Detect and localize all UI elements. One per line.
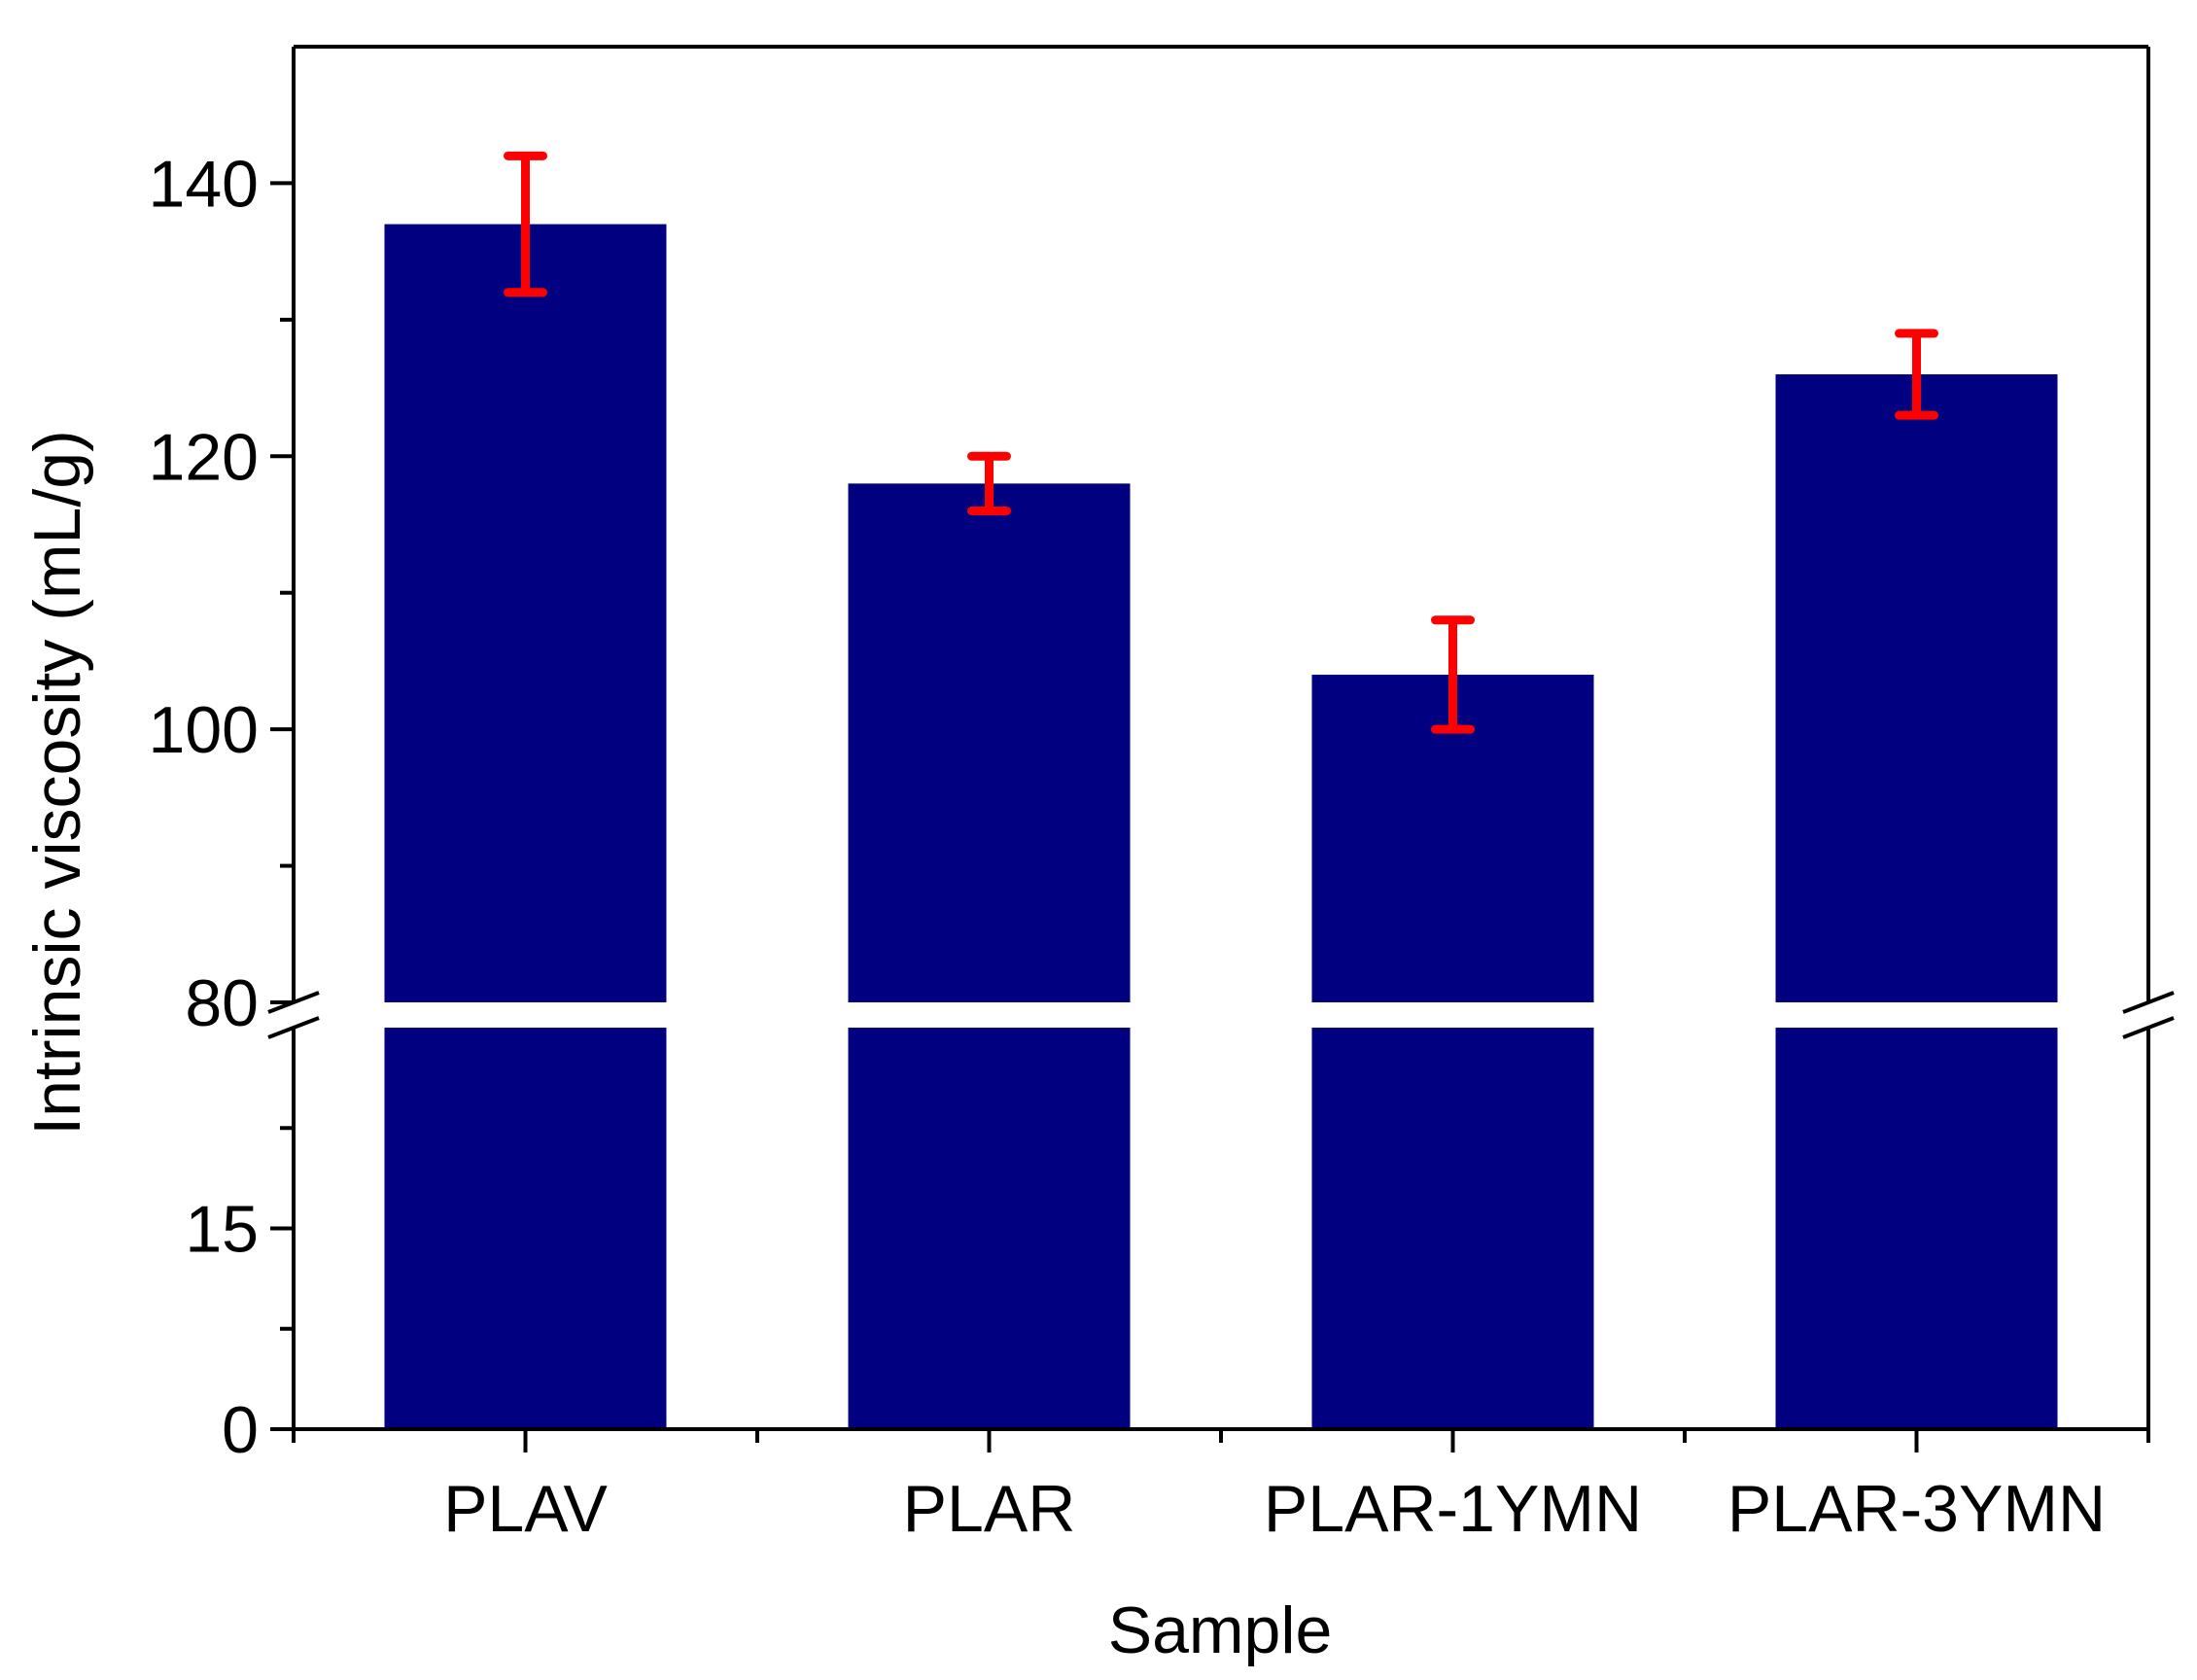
x-axis-title: Sample bbox=[1108, 1593, 1333, 1667]
bar-upper bbox=[384, 224, 667, 1003]
bar-lower bbox=[1311, 1028, 1594, 1429]
x-tick-label: PLAR bbox=[903, 1472, 1076, 1546]
y-tick-label: 15 bbox=[185, 1193, 259, 1267]
axis-break-mark bbox=[267, 1016, 320, 1039]
bar-lower bbox=[1775, 1028, 2058, 1429]
bars-layer bbox=[384, 224, 2058, 1429]
bar-lower bbox=[384, 1028, 667, 1429]
error-bars-layer bbox=[504, 151, 1938, 734]
y-tick-label: 100 bbox=[149, 693, 259, 767]
bar-upper bbox=[848, 483, 1131, 1002]
bar-upper bbox=[1775, 374, 2058, 1002]
y-axis-title: Intrinsic viscosity (mL/g) bbox=[20, 430, 94, 1135]
x-tick-label: PLAR-3YMN bbox=[1727, 1472, 2106, 1546]
labels-layer: PLAV PLAR PLAR-1YMN PLAR-3YMN 80 100 120 140 0 15 bbox=[149, 147, 2107, 1546]
y-tick-label: 0 bbox=[222, 1393, 259, 1467]
x-tick-label: PLAV bbox=[443, 1472, 608, 1546]
y-tick-label: 140 bbox=[149, 147, 259, 221]
y-tick-label: 80 bbox=[185, 966, 259, 1040]
axis-break-mark bbox=[2122, 1016, 2175, 1039]
y-tick-label: 120 bbox=[149, 420, 259, 494]
bar-lower bbox=[848, 1028, 1131, 1429]
axis-break-mark bbox=[2122, 991, 2175, 1014]
axes-layer bbox=[267, 45, 2175, 1452]
x-tick-label: PLAR-1YMN bbox=[1264, 1472, 1642, 1546]
